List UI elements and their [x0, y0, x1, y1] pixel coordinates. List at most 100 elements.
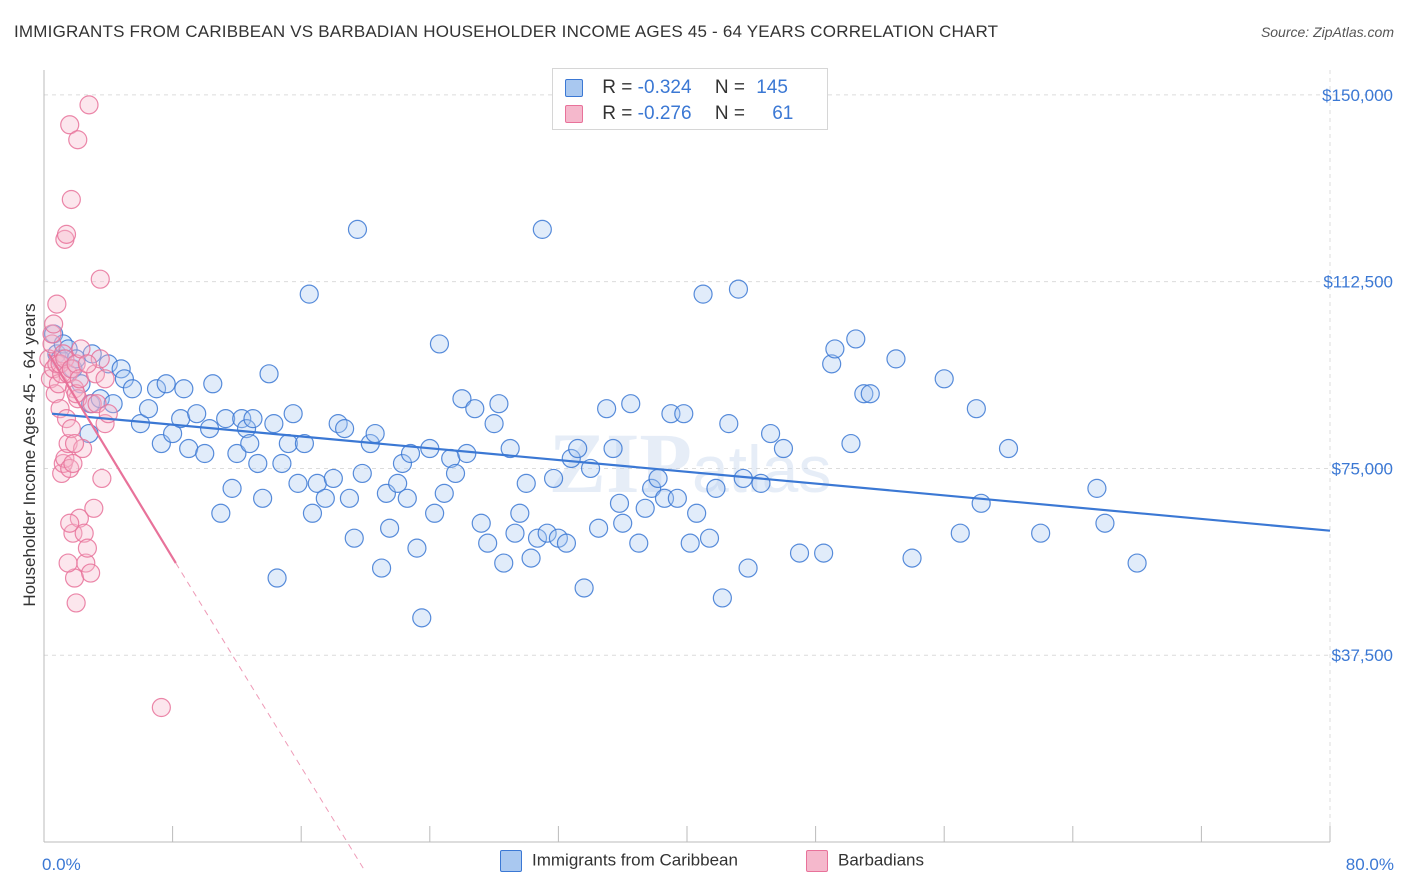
point-caribbean [693, 284, 713, 304]
point-barbadian [66, 384, 86, 404]
point-caribbean [494, 553, 514, 573]
point-caribbean [516, 473, 536, 493]
point-caribbean [240, 433, 260, 454]
point-caribbean [510, 503, 530, 523]
legend-row-caribbean: R = -0.324 N = 145 [565, 77, 788, 101]
point-caribbean [294, 433, 315, 454]
point-caribbean [174, 379, 194, 399]
point-barbadian [56, 224, 77, 244]
point-caribbean [561, 448, 581, 469]
bottom-legend-label: Barbadians [838, 850, 925, 870]
point-caribbean [712, 588, 732, 608]
point-caribbean [789, 543, 810, 563]
point-caribbean [648, 468, 668, 489]
n-label: N = [714, 103, 745, 124]
point-caribbean [365, 423, 385, 444]
point-barbadian [90, 269, 110, 289]
legend-row-barbadians: R = -0.276 N = 61 [565, 103, 793, 127]
point-barbadian [69, 508, 89, 528]
point-caribbean [211, 503, 231, 523]
point-caribbean [760, 423, 781, 444]
point-caribbean [302, 503, 323, 523]
point-barbadian [44, 314, 64, 334]
point-caribbean [156, 374, 176, 394]
point-barbadian [92, 468, 112, 489]
point-barbadian [84, 498, 104, 518]
legend-swatch-blue [565, 78, 583, 97]
point-caribbean [854, 384, 874, 404]
point-caribbean [122, 379, 143, 399]
point-caribbean [478, 533, 498, 553]
x-tick-label-max: 80.0% [1346, 855, 1394, 874]
point-caribbean [500, 438, 520, 459]
point-caribbean [1031, 523, 1051, 543]
point-barbadian [74, 523, 94, 543]
point-caribbean [388, 473, 408, 493]
source-label: Source: ZipAtlas.com [1260, 24, 1394, 40]
point-caribbean [400, 443, 421, 464]
point-caribbean [434, 483, 454, 503]
point-caribbean [323, 468, 343, 489]
point-caribbean [380, 518, 400, 538]
point-caribbean [532, 219, 552, 239]
n-value: 61 [772, 103, 794, 124]
point-caribbean [719, 414, 739, 434]
point-caribbean [738, 558, 758, 578]
point-barbadian [42, 324, 62, 344]
point-barbadian [79, 95, 99, 115]
point-caribbean [597, 399, 617, 419]
r-label: R = [602, 77, 633, 98]
point-barbadian [60, 513, 80, 533]
point-caribbean [699, 528, 720, 548]
point-caribbean [243, 409, 263, 429]
point-barbadian [61, 189, 81, 210]
point-caribbean [814, 543, 834, 563]
point-caribbean [1087, 478, 1107, 498]
point-caribbean [412, 608, 432, 628]
point-caribbean [521, 548, 541, 568]
point-caribbean [278, 433, 298, 454]
r-label: R = [602, 103, 633, 124]
point-caribbean [527, 528, 548, 548]
n-value: 145 [756, 77, 788, 98]
point-barbadian [95, 369, 115, 389]
point-caribbean [489, 394, 509, 414]
point-caribbean [886, 349, 906, 369]
point-caribbean [371, 558, 392, 578]
point-caribbean [822, 354, 842, 374]
point-caribbean [680, 533, 700, 553]
point-caribbean [556, 533, 577, 553]
point-barbadian [151, 697, 171, 718]
point-caribbean [288, 473, 308, 493]
point-caribbean [452, 389, 472, 409]
point-barbadian [66, 354, 86, 374]
point-caribbean [227, 443, 247, 464]
point-caribbean [846, 329, 866, 349]
point-caribbean [950, 523, 970, 543]
point-caribbean [825, 339, 845, 359]
point-caribbean [674, 404, 694, 424]
point-caribbean [471, 513, 491, 533]
point-barbadian [60, 115, 80, 135]
point-caribbean [195, 443, 215, 464]
point-barbadian [82, 394, 102, 414]
point-caribbean [299, 284, 319, 304]
point-caribbean [328, 414, 348, 434]
trend-lines [47, 353, 1331, 873]
point-barbadian [85, 364, 106, 384]
point-caribbean [114, 369, 134, 389]
point-caribbean [407, 538, 427, 558]
point-caribbean [773, 438, 794, 459]
bottom-legend-label: Immigrants from Caribbean [532, 850, 738, 870]
point-caribbean [315, 488, 335, 508]
point-caribbean [347, 219, 368, 239]
point-caribbean [232, 409, 252, 429]
watermark: ZIPatlas [549, 415, 832, 511]
point-caribbean [537, 523, 557, 543]
point-caribbean [457, 443, 477, 464]
point-caribbean [543, 468, 564, 489]
point-caribbean [613, 513, 633, 533]
chart-title: IMMIGRANTS FROM CARIBBEAN VS BARBADIAN H… [14, 22, 999, 41]
point-caribbean [465, 399, 485, 419]
